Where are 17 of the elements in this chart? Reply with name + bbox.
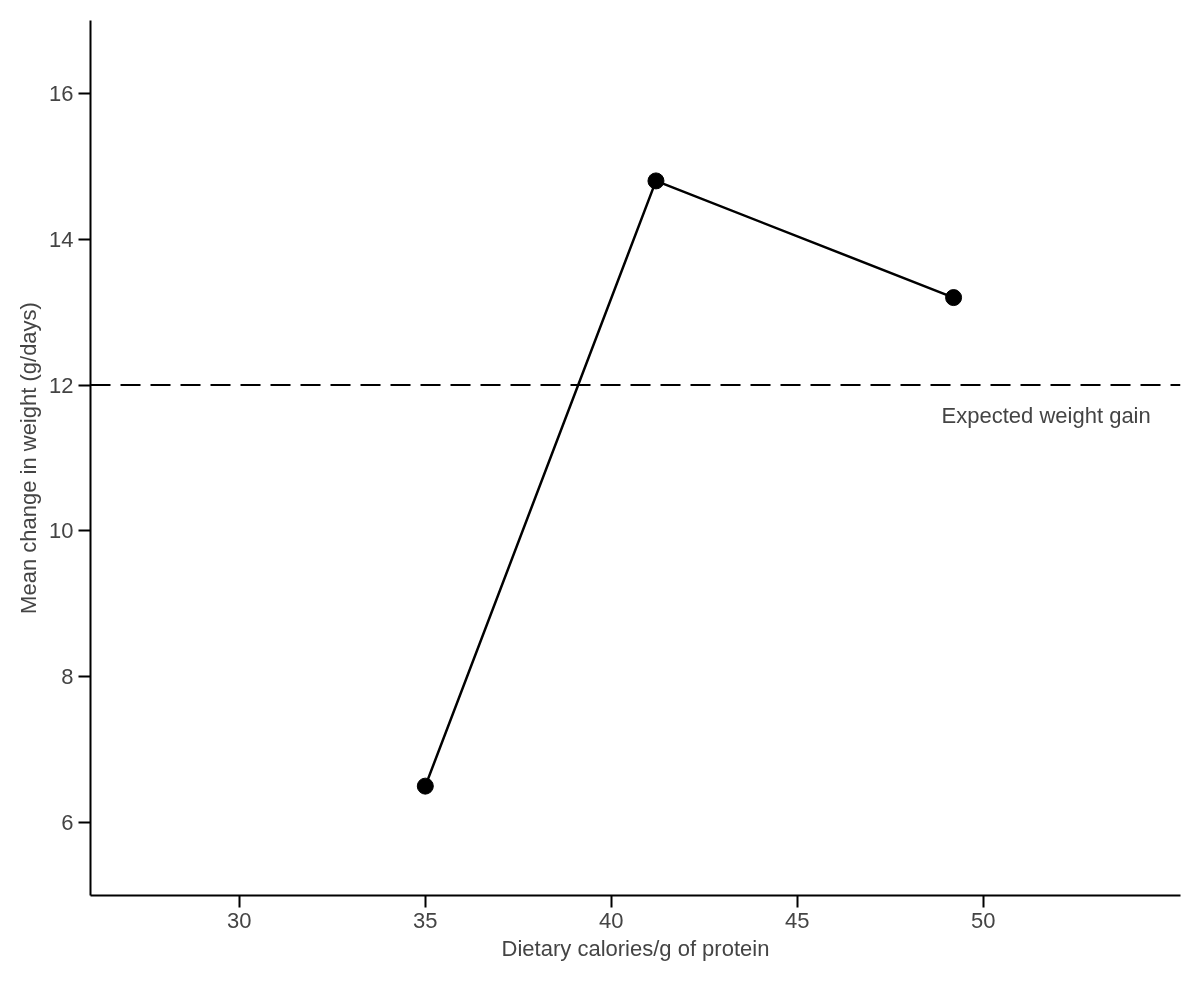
x-tick-label: 50 xyxy=(971,907,996,933)
point xyxy=(647,172,665,190)
ref-line-label: Expected weight gain xyxy=(941,403,1151,429)
point xyxy=(416,777,434,795)
y-axis-title: Mean change in weight (g/days) xyxy=(16,302,42,614)
x-tick-label: 30 xyxy=(227,907,252,933)
y-tick-label: 12 xyxy=(49,372,74,398)
y-tick-label: 10 xyxy=(49,518,74,544)
x-axis-title: Dietary calories/g of protein xyxy=(501,935,770,961)
x-tick-label: 35 xyxy=(413,907,438,933)
y-tick-label: 6 xyxy=(61,810,74,836)
point xyxy=(945,289,963,307)
y-tick-label: 8 xyxy=(61,664,74,690)
x-tick-label: 40 xyxy=(599,907,624,933)
y-tick-label: 14 xyxy=(49,226,74,252)
y-tick-label: 16 xyxy=(49,80,74,106)
x-tick-label: 45 xyxy=(785,907,810,933)
